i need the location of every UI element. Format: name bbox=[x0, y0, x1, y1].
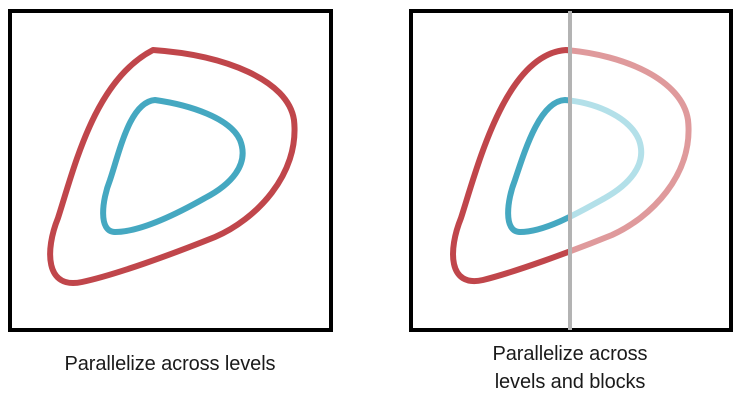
right-caption-line-2: levels and blocks bbox=[494, 371, 646, 393]
right-block-contours bbox=[570, 47, 692, 255]
left-caption-line-1: Parallelize across levels bbox=[64, 353, 276, 375]
left-panel-caption: Parallelize across levels bbox=[20, 350, 320, 378]
left-outer-contour bbox=[47, 47, 298, 287]
right-block-inner-contour bbox=[570, 97, 645, 221]
left-panel-frame bbox=[8, 9, 333, 332]
left-block-contours bbox=[450, 47, 570, 285]
right-caption-line-1: Parallelize across bbox=[492, 343, 648, 365]
right-panel-caption: Parallelize across levels and blocks bbox=[420, 340, 720, 396]
left-block-inner-contour bbox=[505, 97, 570, 235]
right-block-outer-contour bbox=[570, 47, 692, 255]
left-inner-contour bbox=[100, 97, 246, 235]
left-block-outer-contour bbox=[450, 47, 570, 285]
right-panel bbox=[409, 9, 733, 332]
left-panel bbox=[8, 9, 333, 332]
